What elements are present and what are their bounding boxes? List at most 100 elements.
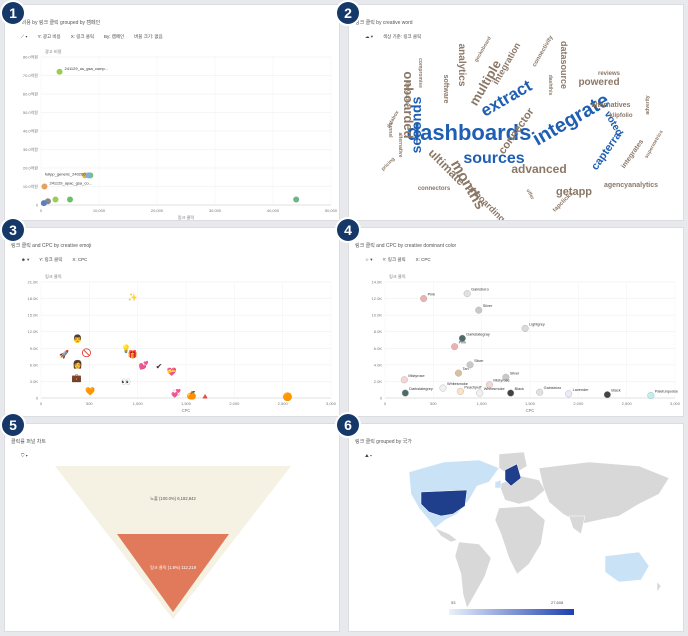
emoji-icon[interactable]: ☻ ▾ [21, 257, 30, 262]
x-axis-label: CPC [182, 408, 191, 413]
data-point [463, 290, 471, 298]
data-point [521, 324, 529, 332]
point-label: Whitesmoke [484, 387, 505, 391]
x-tick-label: 1,500 [181, 401, 192, 406]
word-cloud-term: dashthis [547, 75, 553, 96]
point-label: Peachpuff [464, 385, 482, 389]
legend-max: 27,608 [551, 600, 564, 605]
color-select[interactable]: 색상 기준: 링크 클릭 [383, 34, 422, 39]
annotation-label: fullpp_generic_240260 [45, 171, 86, 176]
continents [408, 451, 670, 609]
x-tick-label: 50,000 [325, 208, 338, 213]
point-label: Pink [428, 293, 435, 297]
point-label: Pink [459, 341, 466, 345]
emoji-point: 👩 [73, 359, 83, 369]
funnel-label-clicks: 링크 클릭 (1.8%) 112,219 [150, 564, 197, 571]
point-label: Mistyrose [493, 379, 509, 383]
point-label: Darkslategrey [409, 387, 433, 391]
panel-title: 링크 클릭 and CPC by creative emoji [11, 243, 92, 249]
y-tick-label: 70.0억원 [23, 72, 38, 78]
x-axis-select[interactable]: X: CPC [72, 257, 88, 262]
wordcloud-panel: 링크 클릭 by creative word ☁ ▾ 색상 기준: 링크 클릭 … [348, 4, 684, 221]
x-axis-select[interactable]: X: CPC [415, 257, 431, 262]
funnel-chart: 노출 (100.0%) 6,182,842 링크 클릭 (1.8%) 112,21… [55, 466, 291, 619]
x-tick-label: 0 [40, 208, 43, 213]
x-tick-label: 20,000 [151, 208, 164, 213]
scatter-chart-4: 0 2.0K 4.0K 6.0K 8.0K 10.0K 12.0K 14.0K 0 500 1,00… [372, 273, 681, 413]
word-cloud-term: compromise [417, 58, 423, 88]
panel-title: 링크 클릭 grouped by 국가 [355, 439, 412, 445]
scatter-panel-emoji: 링크 클릭 and CPC by creative emoji ☻ ▾ Y: 링… [4, 227, 340, 417]
data-point [420, 295, 428, 303]
y-axis-label: 광고 비용 [45, 48, 62, 55]
chart-toolbar: ☻ ▾ Y: 링크 클릭 X: CPC [21, 257, 87, 263]
x-tick-label: 1,000 [133, 401, 144, 406]
cloud-icon[interactable]: ☁ ▾ [365, 34, 374, 39]
word-cloud: dashboardsintegratesourcesextractmonthss… [380, 34, 665, 220]
point-label: Gainsboro [544, 386, 562, 390]
word-cloud-term: getapp [556, 186, 592, 198]
y-tick-label: 3.0K [30, 379, 39, 384]
data-point [52, 196, 59, 203]
scatter-panel-campaign: 광고 비용 by 링크 클릭 grouped by 캠페인 ⟋ ▾ Y: 광고 … [4, 4, 340, 221]
chart-type-icon[interactable]: ⟋ ▾ [21, 34, 28, 39]
x-tick-label: 1,000 [477, 401, 488, 406]
y-tick-label: 15.0K [28, 313, 39, 318]
data-point [507, 389, 515, 397]
data-point [454, 369, 462, 377]
x-tick-label: 500 [430, 401, 437, 406]
y-tick-label: 18.0K [28, 296, 39, 301]
x-tick-label: 1,500 [525, 401, 536, 406]
australia [604, 551, 650, 583]
y-tick-label: 6.0K [30, 362, 39, 367]
data-point [647, 392, 655, 400]
x-axis-select[interactable]: X: 링크 클릭 [70, 34, 94, 39]
word-cloud-term: supermetrics [644, 129, 665, 159]
y-tick-label: 14.0K [372, 280, 383, 285]
data-point [603, 391, 611, 399]
legend-min: 53 [451, 600, 456, 605]
x-tick-label: 500 [86, 401, 93, 406]
word-cloud-term: powered [578, 77, 619, 88]
y-tick-label: 10.0K [372, 313, 383, 318]
emoji-point: 🎁 [128, 349, 138, 359]
y-axis-select[interactable]: Y: 링크 클릭 [382, 257, 406, 262]
y-tick-label: 4.0K [374, 362, 383, 367]
word-cloud-term: dashboards [407, 120, 532, 145]
bubble-size-select[interactable]: 버블 크기: 없음 [134, 34, 163, 39]
emoji-point: 🚫 [81, 348, 91, 358]
x-tick-label: 3,000 [326, 401, 337, 406]
y-tick-label: 10.0억원 [23, 183, 38, 189]
group-select[interactable]: By: 캠페인 [104, 34, 125, 39]
asia [538, 461, 670, 525]
scatter-chart-3: 0 3.0K 6.0K 9.0K 12.0K 15.0K 18.0K 21.0K 0 500 1,0… [28, 273, 337, 413]
y-axis-select[interactable]: Y: 광고 비용 [37, 34, 61, 39]
data-point [456, 387, 464, 395]
step-badge-3: 3 [2, 219, 24, 241]
x-tick-label: 2,000 [229, 401, 240, 406]
emoji-point: 🍊 [187, 390, 198, 400]
word-cloud-term: datasource [559, 41, 569, 89]
panel-title: 광고 비용 by 링크 클릭 grouped by 캠페인 [11, 20, 101, 26]
data-point [485, 381, 493, 389]
chart-toolbar: ☁ ▾ 색상 기준: 링크 클릭 [365, 34, 421, 40]
y-tick-label: 8.0K [374, 329, 383, 334]
emoji-point: 🚀 [59, 349, 69, 359]
emoji-point: 🧡 [85, 387, 95, 396]
y-tick-label: 0 [380, 396, 383, 401]
y-axis-select[interactable]: Y: 링크 클릭 [39, 257, 63, 262]
y-tick-label: 21.0K [28, 280, 39, 285]
map-icon[interactable]: ⛰ ▾ [365, 453, 372, 458]
point-label: Lightgrey [529, 322, 545, 326]
funnel-panel: 클릭률 퍼널 차트 ⛉ ▾ 노출 (100.0%) 6,182,842 링크 클릭… [4, 423, 340, 632]
step-badge-5: 5 [2, 414, 24, 436]
star-icon[interactable]: ☆ ▾ [365, 257, 373, 262]
y-tick-label: 6.0K [374, 346, 383, 351]
data-point [466, 361, 474, 369]
data-point [401, 389, 409, 397]
x-axis-label: CPC [526, 408, 535, 413]
data-point [458, 334, 466, 342]
filter-icon[interactable]: ⛉ ▾ [21, 453, 28, 458]
point-label: 241129_us_gsa_comp... [65, 66, 109, 71]
word-cloud-term: advanced [511, 162, 566, 176]
